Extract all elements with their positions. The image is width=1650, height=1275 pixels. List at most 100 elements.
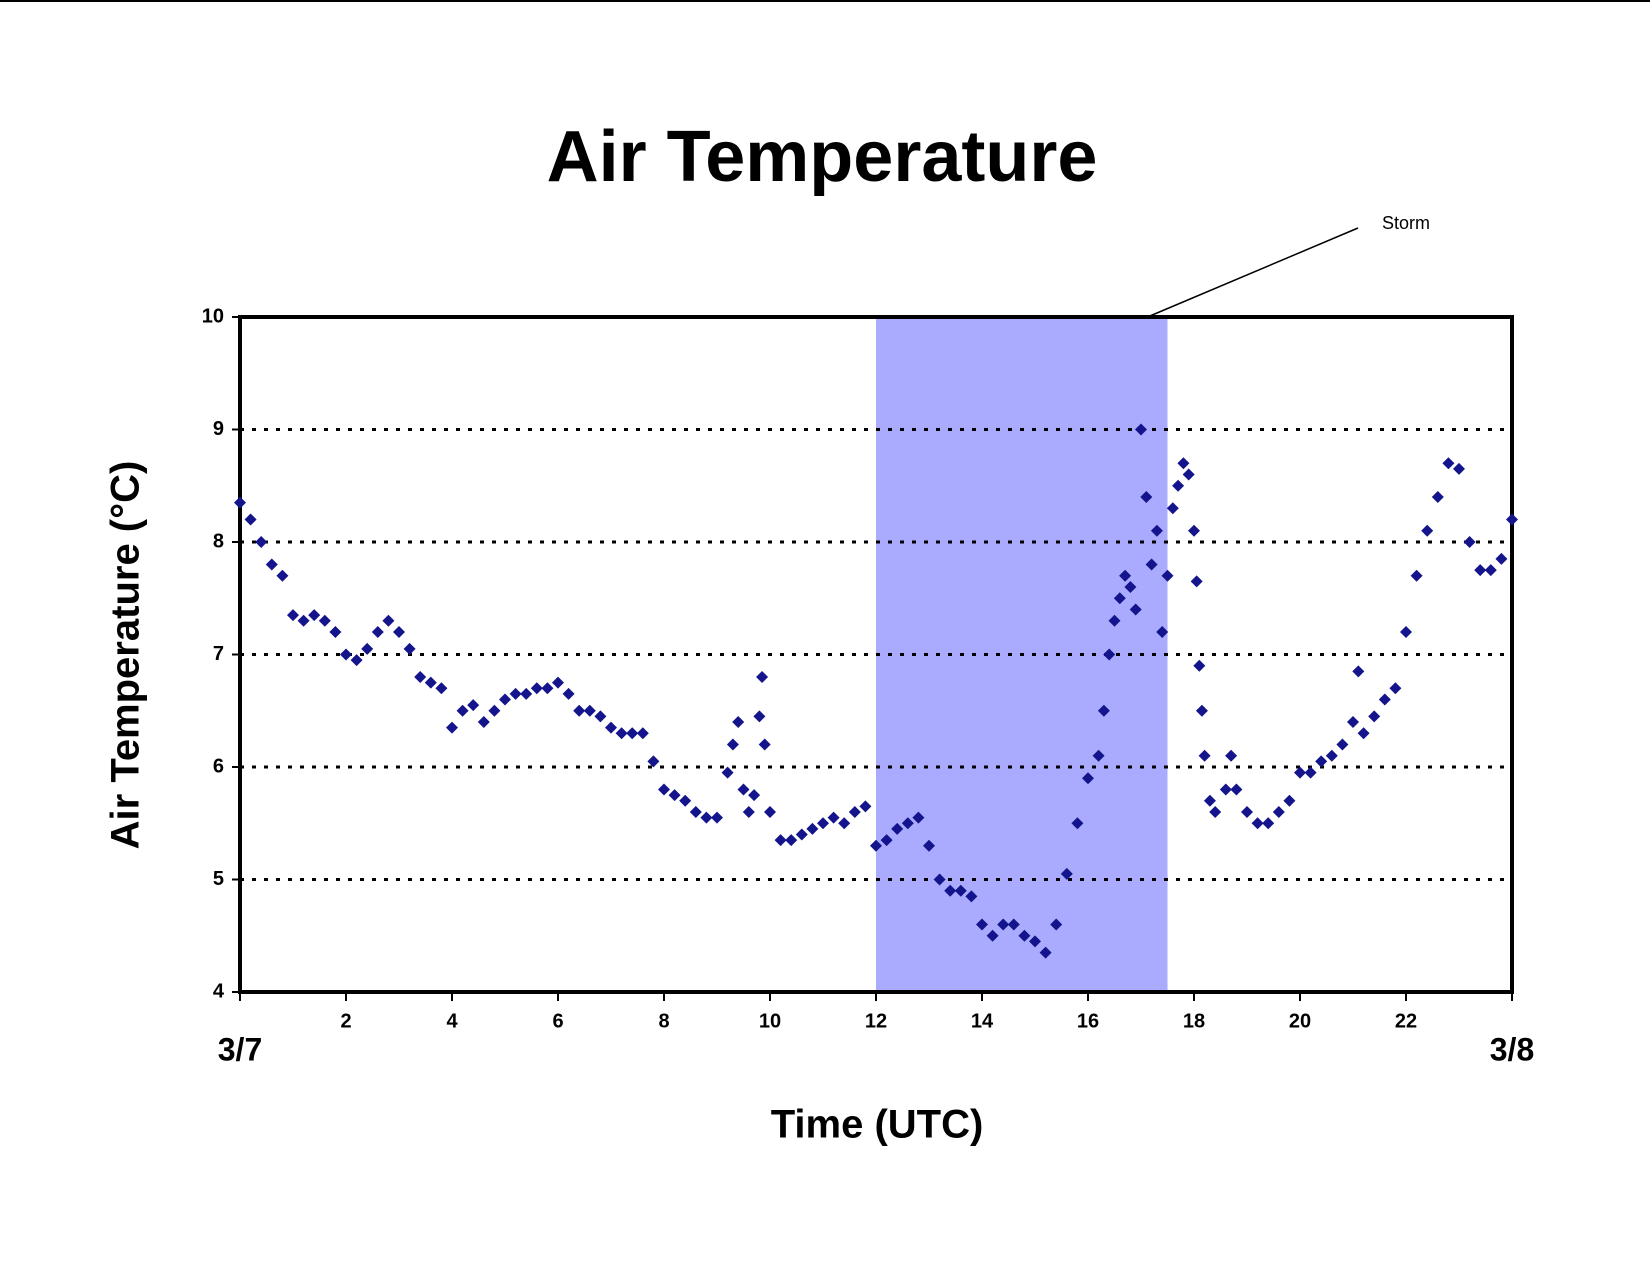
data-point [594,710,607,723]
data-point [509,687,522,700]
data-point [573,704,586,717]
data-point [658,783,670,796]
data-point [265,558,278,571]
data-point [1039,946,1052,959]
data-point [297,614,310,627]
x-tick-label: 6 [552,1010,563,1032]
data-point [1071,817,1084,830]
x-tick-label: 20 [1289,1010,1311,1032]
data-point [859,800,872,813]
data-point [976,918,988,931]
data-point [1029,935,1041,948]
data-point [1272,806,1285,818]
data-point [467,699,480,712]
plot-frame [238,315,1514,994]
data-point [1190,575,1203,588]
data-point [552,676,564,689]
data-point [1018,929,1031,942]
data-point [255,536,268,548]
data-point [1474,564,1487,577]
data-point [1463,536,1476,548]
data-point [1325,749,1338,762]
x-tick-label: 18 [1183,1010,1205,1032]
data-point [1294,766,1306,779]
data-point [679,794,692,807]
data-point [520,687,533,700]
data-point [1161,569,1174,582]
data-point [870,839,882,852]
data-point [1378,693,1391,706]
data-point [933,873,946,886]
y-tick-label: 6 [213,755,224,777]
data-point [774,834,787,847]
data-point [986,929,999,942]
y-axis-label: Air Temperature (°C) [104,461,148,850]
data-point [1251,817,1264,830]
data-point [838,817,851,830]
x-tick-label: 4 [446,1010,458,1032]
x-tick-label: 22 [1395,1010,1417,1032]
data-point [414,671,427,683]
data-point [1352,665,1365,678]
data-point [742,806,755,818]
data-point [1442,457,1455,470]
data-point [737,783,750,796]
data-point [1195,704,1208,717]
data-point [340,648,352,661]
data-point [732,716,745,728]
y-tick-label: 4 [213,980,225,1002]
data-point [1145,558,1158,571]
data-point [1315,755,1328,768]
data-point [764,806,776,818]
data-point [748,789,761,802]
data-point [880,834,893,847]
data-point [1219,783,1232,796]
data-point [1188,524,1200,537]
data-point [721,766,734,779]
data-point [647,755,660,768]
data-point [318,614,331,627]
data-point [1400,626,1412,638]
data-point [1140,491,1153,503]
data-point [1421,524,1434,537]
annotation-leader [1147,227,1359,318]
data-point [234,496,246,509]
data-point [1177,457,1190,470]
data-point [456,704,469,717]
data-point [435,682,448,695]
data-point [923,839,935,852]
data-point [1431,491,1444,503]
data-point [446,721,458,734]
data-point [1304,766,1317,779]
annotation: Storm [1382,213,1430,233]
data-point [488,704,501,717]
data-point [636,727,649,740]
data-point [382,614,395,627]
data-point [424,676,437,689]
data-point [371,626,384,638]
data-point [1092,749,1105,762]
data-point [1007,918,1020,931]
data-point [615,727,628,740]
data-point [1182,468,1195,481]
data-point [541,682,554,695]
data-point [562,687,575,700]
x-tick-label: 12 [865,1010,887,1032]
data-point [700,811,713,824]
chart-title: Air Temperature [547,117,1098,197]
y-tick-label: 8 [213,530,224,552]
data-point [1368,710,1381,723]
data-point [1241,806,1253,818]
data-point [403,642,416,655]
x-tick-label: 8 [658,1010,669,1032]
data-point [1347,716,1359,728]
x-tick-label: 16 [1077,1010,1099,1032]
data-point [605,721,617,734]
data-point [1097,704,1110,717]
x-date-label: 3/7 [218,1031,262,1067]
x-tick-label: 2 [340,1010,351,1032]
data-point [1050,918,1063,931]
data-point [1124,581,1137,593]
data-point [1495,552,1508,565]
data-point [1453,462,1465,475]
